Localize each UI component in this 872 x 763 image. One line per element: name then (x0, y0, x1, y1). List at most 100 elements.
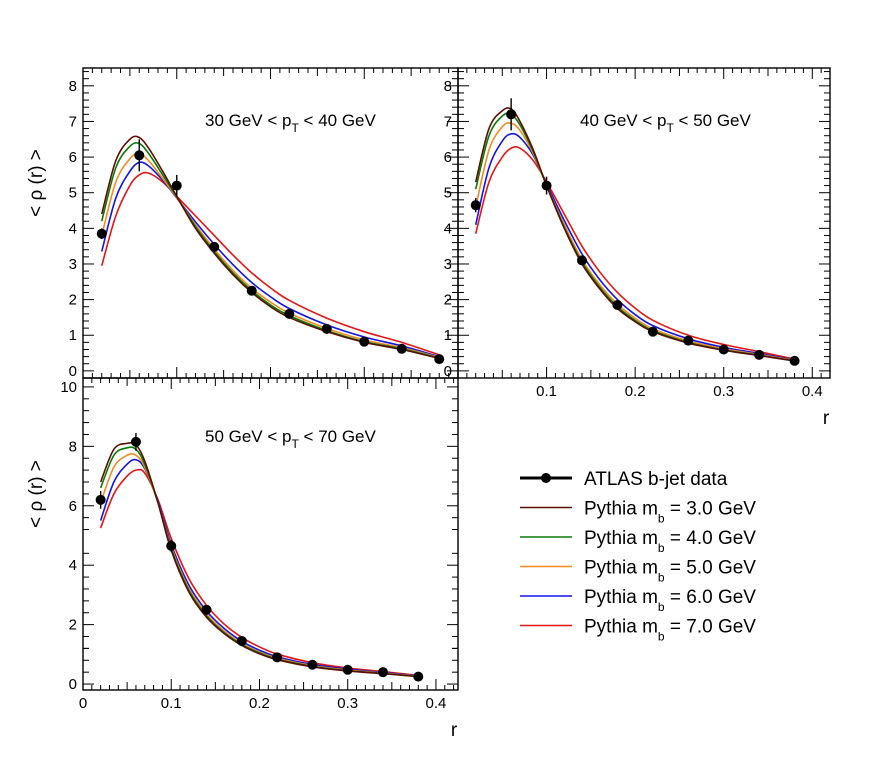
data-point (130, 436, 141, 447)
panel-title-subscript: T (291, 437, 299, 451)
y-tick-label: 0 (444, 363, 452, 380)
data-point (470, 200, 481, 211)
legend-marker (541, 473, 551, 483)
data-point (396, 343, 407, 354)
y-tick-label: 0 (69, 363, 77, 380)
y-tick-label: 6 (69, 149, 77, 166)
legend-label-text: = 3.0 GeV (665, 499, 757, 520)
data-point (201, 604, 212, 615)
data-point (134, 150, 145, 161)
series-line-mb3 (474, 107, 795, 362)
data-point (413, 671, 424, 682)
series-line-mb7 (474, 146, 795, 360)
legend-label: Pythia mb = 5.0 GeV (584, 558, 756, 585)
x-tick-label: 0 (79, 695, 87, 712)
y-axis-label: < ρ (r) > (26, 460, 47, 528)
panel-title: 50 GeV < pT < 70 GeV (205, 427, 377, 451)
x-axis-label: r (823, 408, 830, 429)
legend-label: Pythia mb = 3.0 GeV (584, 499, 756, 526)
legend-entry-mb4: Pythia mb = 4.0 GeV (520, 528, 756, 555)
legend-label-text: = 5.0 GeV (665, 558, 757, 579)
data-point (359, 336, 370, 347)
panel-pt40: 0 1 2 3 4 5 6 7 8 0.1 0.2 0.3 0.4r 40 GeV < pT < 50 G… (444, 67, 831, 429)
data-point (272, 652, 283, 663)
y-tick-label: 5 (69, 185, 77, 202)
data-point (209, 241, 220, 252)
y-tick-label: 6 (444, 149, 452, 166)
series-line-mb7 (99, 468, 419, 677)
x-tick-label: 0.3 (337, 695, 358, 712)
x-tick-label: 0.4 (802, 383, 823, 400)
panel-title-text: 50 GeV < p (205, 427, 291, 446)
panel-title-subscript: T (291, 121, 299, 135)
panel-title-text: < 40 GeV (299, 111, 377, 130)
data-point (321, 323, 332, 334)
series-line-mb4 (99, 446, 419, 678)
panel-title-subscript: T (666, 121, 674, 135)
legend-label-text: Pythia m (584, 587, 658, 608)
y-tick-label: 8 (69, 438, 77, 455)
model-curves (99, 441, 419, 678)
y-tick-label: 3 (69, 256, 77, 273)
data-point (378, 667, 388, 678)
legend-label: Pythia mb = 4.0 GeV (584, 528, 756, 555)
y-tick-label: 1 (444, 327, 452, 344)
data-point (434, 354, 445, 365)
legend-label: Pythia mb = 7.0 GeV (584, 617, 756, 644)
data-point (284, 308, 295, 319)
series-line-mb3 (100, 135, 440, 360)
series-line-mb6 (99, 458, 419, 677)
data-points (95, 432, 424, 682)
series-line-mb5 (100, 152, 440, 359)
legend-label: Pythia mb = 6.0 GeV (584, 587, 756, 614)
legend-label-subscript: b (658, 541, 665, 555)
legend-label-subscript: b (658, 571, 665, 585)
x-tick-label: 0.4 (426, 695, 447, 712)
x-tick-label: 0.3 (713, 383, 734, 400)
series-line-mb7 (100, 171, 440, 356)
legend-label-text: = 7.0 GeV (665, 617, 757, 638)
y-tick-label: 6 (69, 498, 77, 515)
legend-label-text: Pythia m (584, 499, 658, 520)
panel-title: 40 GeV < pT < 50 GeV (580, 111, 752, 135)
legend-label-subscript: b (658, 630, 665, 644)
y-tick-label: 5 (444, 185, 452, 202)
y-tick-label: 2 (444, 292, 452, 309)
data-point (718, 344, 729, 355)
series-line-mb5 (474, 122, 795, 362)
panel-title-text: 30 GeV < p (205, 111, 291, 130)
series-line-mb6 (474, 132, 795, 361)
data-point (95, 494, 106, 505)
legend-entry-mb7: Pythia mb = 7.0 GeV (520, 617, 756, 644)
legend-entry-mb6: Pythia mb = 6.0 GeV (520, 587, 756, 614)
y-tick-label: 2 (69, 617, 77, 634)
y-tick-label: 8 (444, 78, 452, 95)
legend-label-text: Pythia m (584, 558, 658, 579)
panel-title-text: 40 GeV < p (580, 111, 666, 130)
y-tick-label: 10 (60, 379, 77, 396)
data-point (754, 349, 765, 360)
y-tick-label: 3 (444, 256, 452, 273)
data-point (246, 285, 257, 296)
panel-title-text: < 70 GeV (299, 427, 377, 446)
data-point (612, 299, 623, 310)
model-curves (474, 107, 795, 362)
model-curves (100, 135, 440, 360)
y-tick-label: 1 (69, 327, 77, 344)
data-point (683, 335, 694, 346)
data-point (307, 659, 318, 670)
y-tick-label: 4 (444, 220, 452, 237)
legend-label: ATLAS b-jet data (584, 469, 728, 490)
legend-label-subscript: b (658, 512, 665, 526)
data-point (541, 180, 552, 191)
panel-title-text: < 50 GeV (674, 111, 752, 130)
data-points (96, 139, 445, 365)
y-tick-label: 7 (69, 113, 77, 130)
data-point (647, 326, 658, 337)
y-tick-label: 7 (444, 113, 452, 130)
data-point (342, 664, 353, 675)
data-point (166, 540, 177, 551)
x-axis-label: r (451, 720, 458, 741)
legend-label-subscript: b (658, 600, 665, 614)
